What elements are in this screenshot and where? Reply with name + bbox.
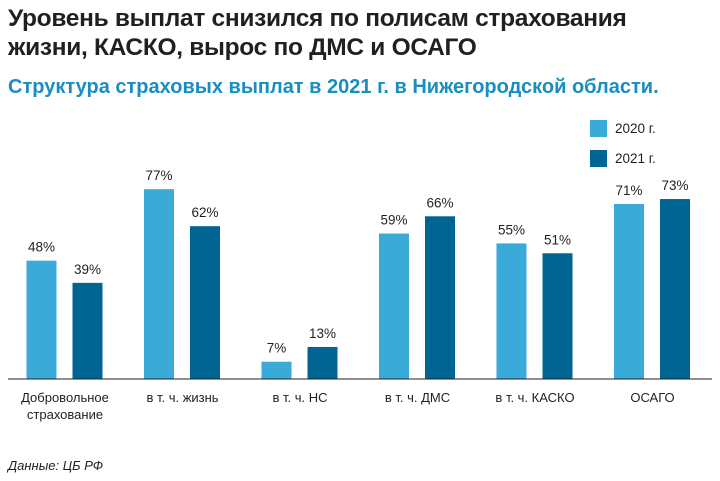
chart-title: Уровень выплат снизился по полисам страх… <box>8 5 627 61</box>
bar-2021-3 <box>425 216 455 379</box>
bar-2021-4 <box>542 253 573 379</box>
legend: 2020 г. 2021 г. <box>590 118 656 178</box>
legend-item-2020: 2020 г. <box>590 118 656 138</box>
data-label-2020-0: 48% <box>28 240 55 255</box>
data-label-2020-5: 71% <box>615 183 642 198</box>
data-label-2021-1: 62% <box>191 205 218 220</box>
bar-2021-2 <box>307 346 338 379</box>
bar-2021-0 <box>72 282 103 379</box>
bar-2020-5 <box>614 203 644 379</box>
legend-swatch-2021 <box>590 149 607 167</box>
legend-label-2020: 2020 г. <box>615 120 656 136</box>
bar-2020-0 <box>26 260 57 379</box>
x-tick-label-2: в т. ч. НС <box>272 390 327 405</box>
data-source: Данные: ЦБ РФ <box>8 458 104 473</box>
data-label-2021-3: 66% <box>426 195 453 210</box>
bar-2021-5 <box>660 199 690 379</box>
chart-subtitle: Структура страховых выплат в 2021 г. в Н… <box>8 76 659 98</box>
x-tick-label-4: в т. ч. КАСКО <box>495 390 574 405</box>
x-tick-label-0: Добровольное <box>21 390 109 405</box>
data-label-2021-0: 39% <box>74 262 101 277</box>
bar-2020-2 <box>261 361 292 379</box>
data-label-2020-4: 55% <box>498 222 525 237</box>
x-tick-label-0-line2: страхование <box>27 407 103 422</box>
x-tick-label-1: в т. ч. жизнь <box>146 390 218 405</box>
bar-2020-1 <box>144 189 174 379</box>
data-label-2021-5: 73% <box>661 178 688 193</box>
data-label-2021-4: 51% <box>544 232 571 247</box>
bar-2021-1 <box>190 226 220 379</box>
data-label-2020-3: 59% <box>380 213 407 228</box>
data-label-2021-2: 13% <box>309 326 336 341</box>
data-label-2020-1: 77% <box>145 168 172 183</box>
legend-item-2021: 2021 г. <box>590 148 656 168</box>
bar-2020-4 <box>496 243 527 379</box>
x-tick-label-5: ОСАГО <box>630 390 674 405</box>
x-tick-label-3: в т. ч. ДМС <box>385 390 450 405</box>
legend-swatch-2020 <box>590 119 607 137</box>
data-label-2020-2: 7% <box>267 341 287 356</box>
bar-2020-3 <box>379 233 409 379</box>
legend-label-2021: 2021 г. <box>615 150 656 166</box>
